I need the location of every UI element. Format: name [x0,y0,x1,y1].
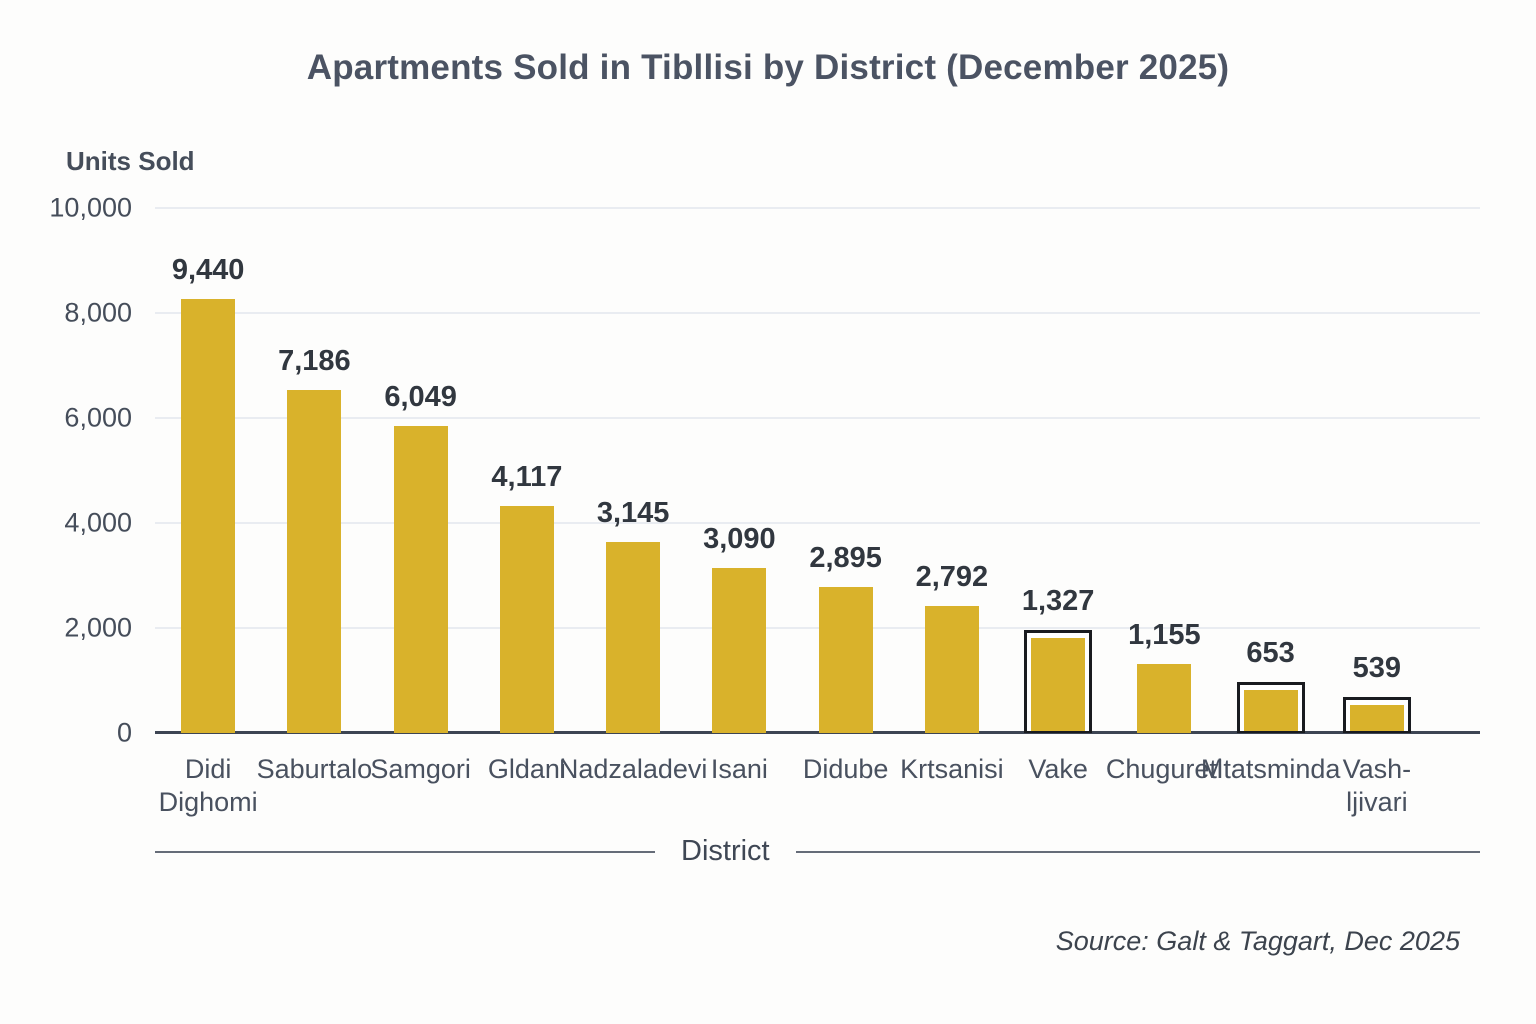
x-tick-label: Didube [802,754,889,784]
x-tick-label: Krtsanisi [900,754,1004,784]
bar-column: 2,895 Didube [793,208,899,784]
bar [818,587,873,733]
bar [393,426,448,733]
bar-fill [393,426,448,733]
y-tick-10000: 10,000 [49,192,132,223]
x-tick-label: Nadzaladevi [558,754,708,784]
bar-value-label: 6,049 [384,381,457,413]
bar-fill [712,568,767,733]
gridline-8000 [155,312,1480,314]
bar-value-label: 9,440 [171,254,245,286]
bar-value-label: 7,186 [278,345,351,377]
x-axis-title: District [681,835,770,867]
x-tick-label: Vake [1028,754,1088,784]
bar [606,542,661,733]
bar-fill [1137,664,1192,733]
bar-value-label: 1,327 [1021,585,1095,617]
bar-column: 9,440 Didi Dighomi [155,208,261,817]
x-axis-rule-left [155,850,655,853]
x-axis-rule-right [795,850,1480,853]
y-tick-0: 0 [116,717,132,748]
bar-fill [499,506,554,733]
bars-row: 9,440 Didi Dighomi 7,186 Saburtalo 6,049 … [155,208,1430,817]
bar-value-label: 653 [1246,637,1295,669]
bar-fill [924,606,979,733]
bar-fill [818,587,873,733]
bar-column: 7,186 Saburtalo [257,208,373,784]
bar [181,299,236,733]
bar [1236,682,1305,733]
bar-fill [1349,705,1404,731]
y-tick-4000: 4,000 [64,507,132,538]
bar-column: 1,155 Chugureti [1106,208,1223,784]
bar-fill [606,542,661,733]
bar-column: 4,117 Gldani [474,208,580,784]
source-note: Source: Galt & Taggart, Dec 2025 [1055,926,1460,956]
bar-column: 1,327 Vake [1005,208,1111,784]
x-tick-label: Mtatsminda [1200,754,1341,784]
x-axis-line [155,731,1480,734]
y-tick-8000: 8,000 [64,297,132,328]
plot-area: 9,440 Didi Dighomi 7,186 Saburtalo 6,049 … [155,207,1480,817]
gridline-4000 [155,522,1480,524]
bar [924,606,979,733]
bar-fill [1031,638,1086,731]
bar [499,506,554,733]
bar-column: 2,792 Krtsanisi [899,208,1005,784]
x-tick-label: Saburtalo [256,754,373,784]
bar [712,568,767,733]
x-tick-label: Gldani [487,754,566,784]
x-tick-label: Vash-ljivari [1342,754,1412,817]
bar-value-label: 3,145 [596,497,670,529]
gridline-10000 [155,207,1480,209]
chart-title: Apartments Sold in Tibllisi by District … [306,48,1230,87]
bar-value-label: 2,895 [809,542,882,574]
gridline-6000 [155,417,1480,419]
y-tick-6000: 6,000 [64,402,132,433]
bar-column: 6,049 Samgori [368,208,474,784]
bar-fill [181,299,236,733]
bar-column: 3,090 Isani [686,208,792,784]
x-tick-label: Samgori [370,754,471,784]
bar-fill [287,390,342,733]
bar-column: 539 Vash-ljivari [1324,208,1430,817]
bar-value-label: 1,155 [1128,619,1201,651]
bar [1024,630,1093,733]
bar [1137,664,1192,733]
x-tick-label: Isani [710,754,768,784]
bar-column: 3,145 Nadzaladevi [559,208,708,784]
gridline-2000 [155,627,1480,629]
x-axis-title-row: District [155,835,1480,868]
x-tick-label: Didi Dighomi [158,754,258,817]
bar [287,390,342,733]
bar-value-label: 2,792 [915,561,989,593]
bar-value-label: 4,117 [491,461,563,493]
y-axis-title: Units Sold [66,146,195,176]
y-tick-2000: 2,000 [64,612,132,643]
bar-column: 653 Mtatsminda [1201,208,1341,784]
bar-fill [1243,690,1298,731]
y-axis-tick-labels: 10,000 8,000 6,000 4,000 2,000 0 [30,193,132,748]
bar-value-label: 539 [1352,652,1402,684]
bar [1342,697,1411,733]
x-tick-label: Chugureti [1105,754,1223,784]
bar-value-label: 3,090 [703,523,776,555]
